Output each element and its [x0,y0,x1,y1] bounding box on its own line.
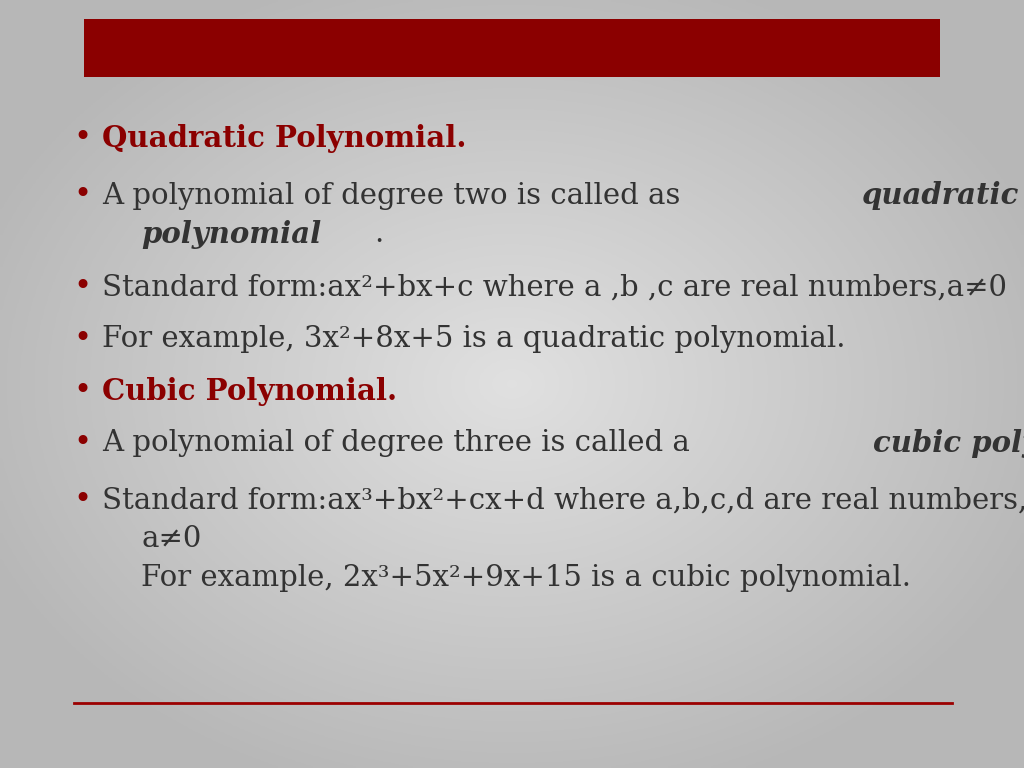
Text: •: • [74,485,92,516]
Bar [84,19,940,77]
Text: Quadratic Polynomial.: Quadratic Polynomial. [102,124,467,153]
Text: •: • [74,324,92,355]
Text: •: • [74,180,92,211]
Text: Standard form:ax³+bx²+cx+d where a,b,c,d are real numbers,: Standard form:ax³+bx²+cx+d where a,b,c,d… [102,487,1024,515]
Text: •: • [74,376,92,407]
Text: A polynomial of degree three is called a: A polynomial of degree three is called a [102,429,699,457]
Text: A polynomial of degree two is called as: A polynomial of degree two is called as [102,182,690,210]
Text: •: • [74,123,92,154]
Text: cubic polynomial: cubic polynomial [872,429,1024,458]
Text: Cubic Polynomial.: Cubic Polynomial. [102,377,397,406]
Text: For example, 3x²+8x+5 is a quadratic polynomial.: For example, 3x²+8x+5 is a quadratic pol… [102,326,846,353]
Text: polynomial: polynomial [141,220,322,249]
Text: .: . [374,220,383,248]
Text: •: • [74,428,92,458]
Text: Standard form:ax²+bx+c where a ,b ,c are real numbers,a≠0: Standard form:ax²+bx+c where a ,b ,c are… [102,274,1008,302]
Text: a≠0: a≠0 [141,525,202,553]
Text: quadratic: quadratic [860,181,1018,210]
Text: •: • [74,273,92,303]
Text: For example, 2x³+5x²+9x+15 is a cubic polynomial.: For example, 2x³+5x²+9x+15 is a cubic po… [141,564,911,591]
